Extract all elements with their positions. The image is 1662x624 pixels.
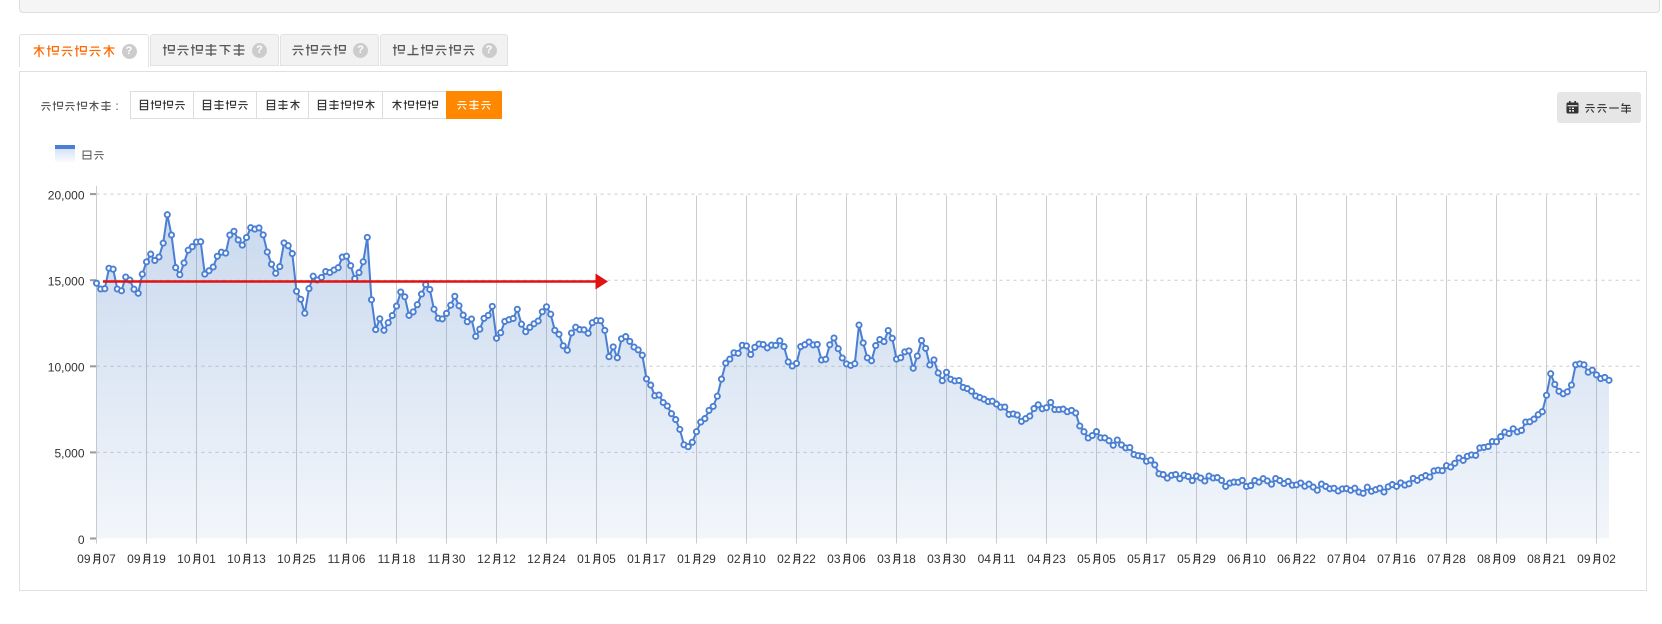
svg-text:15,000: 15,000 <box>48 275 85 289</box>
svg-text:0: 0 <box>78 533 85 547</box>
svg-text:10,000: 10,000 <box>48 361 85 375</box>
svg-text:20,000: 20,000 <box>48 188 85 202</box>
svg-text:5,000: 5,000 <box>54 447 84 461</box>
